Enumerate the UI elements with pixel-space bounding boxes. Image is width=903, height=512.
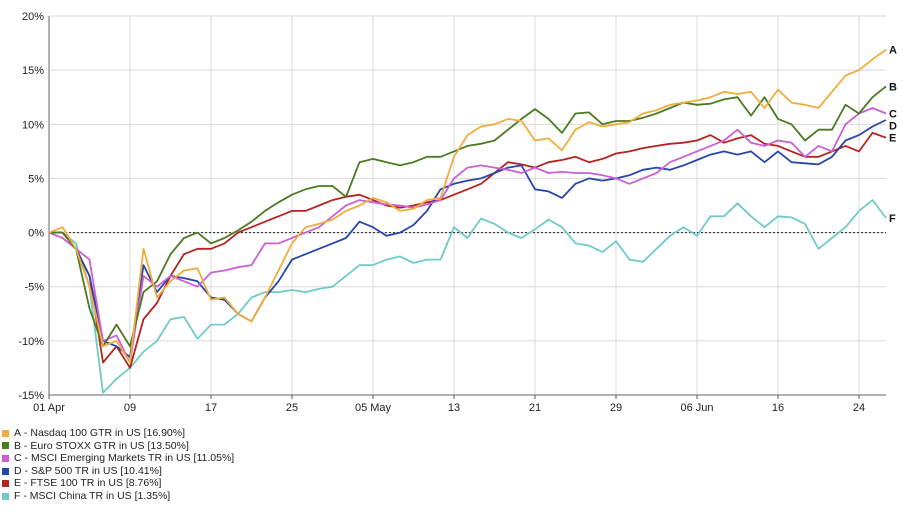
x-tick-label: 25 xyxy=(286,402,298,414)
legend-label: MSCI China TR in US [1.35%] xyxy=(29,489,171,502)
legend-label: FTSE 100 TR in US [8.76%] xyxy=(30,477,162,490)
legend: A - Nasdaq 100 GTR in US [16.90%] B - Eur… xyxy=(2,427,234,503)
y-tick-label: 0% xyxy=(28,228,44,240)
series-line-a xyxy=(48,48,887,364)
legend-letter: C xyxy=(14,452,22,465)
legend-separator: - xyxy=(20,489,30,502)
y-tick-label: 10% xyxy=(22,119,44,131)
legend-item-a: A - Nasdaq 100 GTR in US [16.90%] xyxy=(2,427,234,440)
series-line-e xyxy=(49,131,887,369)
legend-swatch xyxy=(2,492,9,500)
x-tick-label: 05 May xyxy=(355,402,392,414)
series-line-d xyxy=(49,119,887,359)
series-end-label-e: E xyxy=(889,133,896,145)
series-end-labels: A B CDE F xyxy=(889,45,897,225)
legend-item-f: F - MSCI China TR in US [1.35%] xyxy=(2,490,234,503)
legend-separator: - xyxy=(21,452,31,465)
legend-separator: - xyxy=(21,464,31,477)
legend-item-e: E - FTSE 100 TR in US [8.76%] xyxy=(2,477,234,490)
legend-letter: D xyxy=(14,464,22,477)
legend-separator: - xyxy=(21,439,31,452)
x-tick-label: 09 xyxy=(124,402,136,414)
series-end-label-b: B xyxy=(889,81,897,93)
y-tick-label: -10% xyxy=(18,336,44,348)
series-end-label-d: D xyxy=(889,120,897,132)
legend-item-b: B - Euro STOXX GTR in US [13.50%] xyxy=(2,440,234,453)
legend-letter: E xyxy=(14,477,22,490)
y-tick-label: -5% xyxy=(24,282,44,294)
legend-label: Nasdaq 100 GTR in US [16.90%] xyxy=(30,427,186,439)
legend-swatch xyxy=(2,480,9,488)
x-tick-label: 24 xyxy=(853,402,865,414)
legend-label: Euro STOXX GTR in US [13.50%] xyxy=(30,439,189,452)
x-tick-label: 16 xyxy=(772,402,784,414)
legend-label: S&P 500 TR in US [10.41%] xyxy=(30,464,162,477)
series-end-label-a: A xyxy=(889,45,897,57)
legend-letter: A xyxy=(14,427,22,439)
legend-item-d: D - S&P 500 TR in US [10.41%] xyxy=(2,465,234,478)
y-tick-label: 15% xyxy=(22,65,44,77)
grid xyxy=(48,15,886,396)
series-lines xyxy=(48,48,887,394)
x-tick-label: 17 xyxy=(205,402,217,414)
legend-item-c: C - MSCI Emerging Markets TR in US [11.0… xyxy=(2,452,234,465)
legend-label: MSCI Emerging Markets TR in US [11.05%] xyxy=(30,452,235,465)
legend-swatch xyxy=(2,442,9,450)
y-tick-label: 20% xyxy=(22,11,44,23)
x-tick-label: 29 xyxy=(610,402,622,414)
series-end-label-f: F xyxy=(889,213,896,225)
x-tick-label: 01 Apr xyxy=(33,402,65,414)
legend-swatch xyxy=(2,454,9,462)
series-line-b xyxy=(49,85,887,348)
legend-swatch xyxy=(2,429,9,437)
legend-separator: - xyxy=(21,477,31,490)
axes: -15% -10% -5% 0% 5% 10% 15% 20% 01 Apr 09 17 25 05 M… xyxy=(18,11,886,414)
y-tick-label: 5% xyxy=(28,173,44,185)
legend-separator: - xyxy=(21,427,31,439)
series-line-c xyxy=(48,107,887,364)
x-tick-label: 13 xyxy=(448,402,460,414)
legend-letter: F xyxy=(14,489,21,502)
series-line-f xyxy=(49,199,887,394)
y-tick-label: -15% xyxy=(18,390,44,402)
series-end-label-c: C xyxy=(889,108,897,120)
legend-swatch xyxy=(2,467,9,475)
legend-letter: B xyxy=(14,439,22,452)
x-tick-label: 06 Jun xyxy=(680,402,713,414)
x-tick-label: 21 xyxy=(529,402,541,414)
